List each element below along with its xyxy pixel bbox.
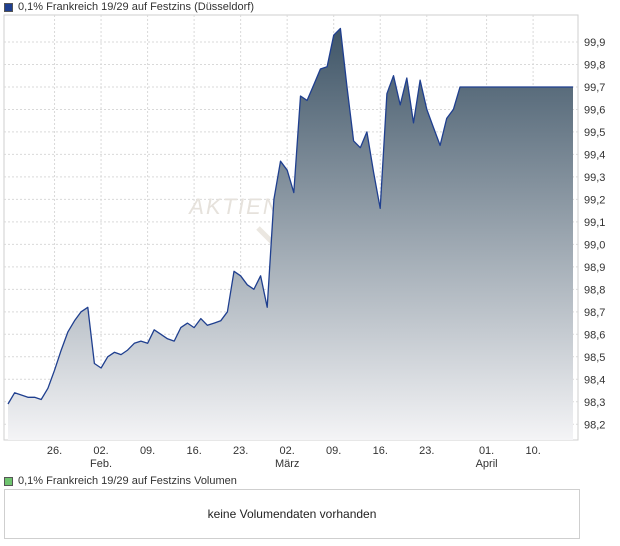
y-tick-label: 98,4: [584, 374, 605, 386]
y-tick-label: 99,7: [584, 82, 605, 94]
x-tick-label: 16.: [373, 445, 388, 457]
x-tick-label: 23.: [419, 445, 434, 457]
x-tick-label: 10.: [525, 445, 540, 457]
series-area: [8, 28, 573, 440]
price-legend-label: 0,1% Frankreich 19/29 auf Festzins (Düss…: [18, 1, 254, 13]
x-tick-label: 26.: [47, 445, 62, 457]
price-legend: 0,1% Frankreich 19/29 auf Festzins (Düss…: [4, 0, 254, 14]
y-tick-label: 99,2: [584, 194, 605, 206]
y-tick-label: 98,8: [584, 284, 605, 296]
x-tick-label: 09.: [326, 445, 341, 457]
y-tick-label: 98,3: [584, 397, 605, 409]
price-chart: 99,9 99,8 99,7 99,6 99,5 99,4 99,3 99,2 99,1 99,0…: [3, 14, 605, 470]
volume-legend: 0,1% Frankreich 19/29 auf Festzins Volum…: [4, 474, 237, 488]
series-line: [7, 27, 573, 405]
volume-legend-swatch: [4, 476, 13, 486]
x-tick-label: 02.: [93, 445, 108, 457]
y-tick-label: 99,4: [584, 149, 605, 161]
volume-panel: keine Volumendaten vorhanden: [4, 489, 580, 539]
y-tick-label: 99,8: [584, 59, 605, 71]
x-tick-label: 09.: [140, 445, 155, 457]
y-tick-label: 99,0: [584, 239, 605, 251]
y-tick-label: 99,3: [584, 172, 605, 184]
y-tick-label: 98,5: [584, 352, 605, 364]
x-month-label: April: [476, 458, 498, 470]
y-tick-label: 99,9: [584, 37, 605, 49]
y-tick-label: 99,6: [584, 104, 605, 116]
y-tick-label: 98,9: [584, 262, 605, 274]
y-tick-label: 99,5: [584, 127, 605, 139]
x-tick-label: 01.: [479, 445, 494, 457]
y-tick-label: 98,2: [584, 419, 605, 431]
y-tick-label: 98,7: [584, 307, 605, 319]
volume-legend-label: 0,1% Frankreich 19/29 auf Festzins Volum…: [18, 475, 237, 487]
x-tick-label: 16.: [186, 445, 201, 457]
x-month-label: Feb.: [90, 458, 112, 470]
watermark-text: AKTIEN: [187, 194, 280, 219]
y-tick-label: 99,1: [584, 217, 605, 229]
y-tick-label: 98,6: [584, 329, 605, 341]
price-legend-swatch: [4, 2, 13, 12]
x-tick-label: 23.: [233, 445, 248, 457]
x-tick-label: 02.: [280, 445, 295, 457]
x-month-label: März: [275, 458, 299, 470]
no-volume-message: keine Volumendaten vorhanden: [207, 507, 377, 521]
